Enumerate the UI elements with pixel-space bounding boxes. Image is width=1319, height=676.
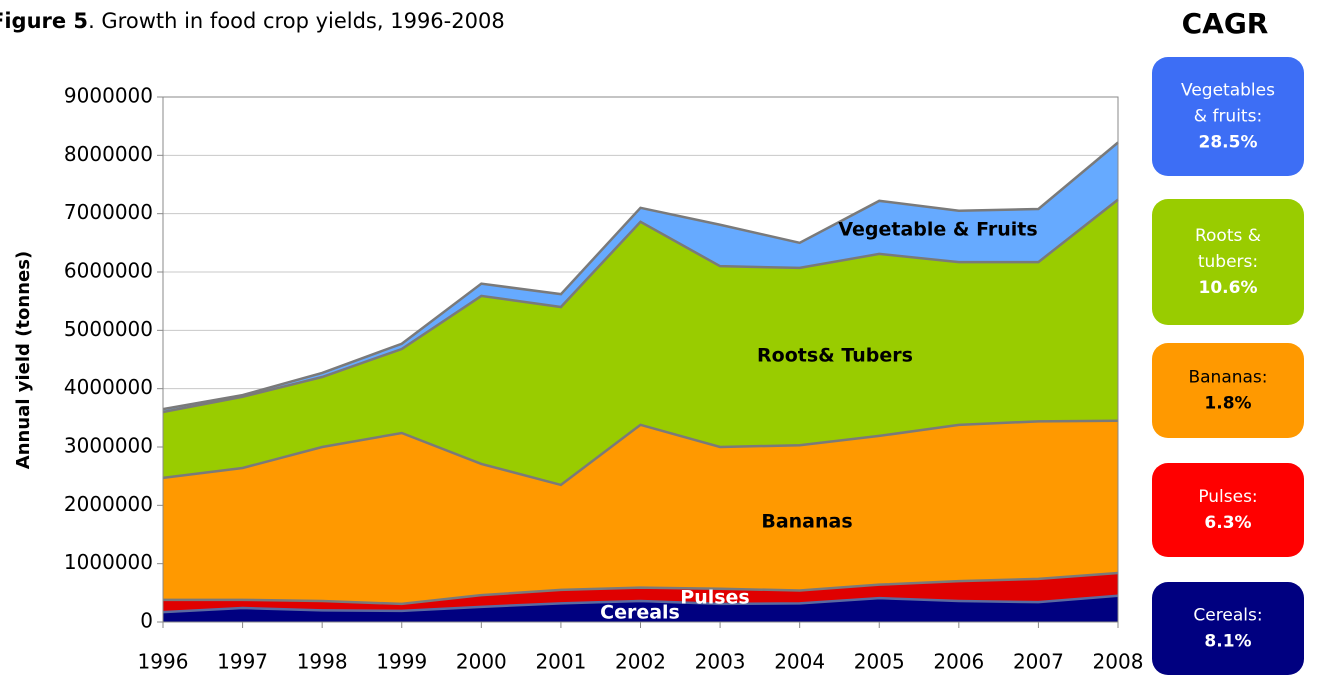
x-tick-label: 1999 bbox=[376, 650, 427, 674]
cagr-value: 10.6% bbox=[1199, 278, 1258, 298]
area bbox=[163, 420, 1118, 604]
series-label: Vegetable & Fruits bbox=[838, 219, 1037, 241]
area-edge bbox=[162, 198, 1119, 414]
series-label: Roots& Tubers bbox=[757, 345, 913, 367]
cagr-label: Roots & bbox=[1195, 226, 1261, 246]
area bbox=[163, 573, 1118, 613]
cagr-value: 6.3% bbox=[1204, 513, 1251, 533]
cagr-value: 28.5% bbox=[1199, 133, 1258, 153]
cagr-value: 8.1% bbox=[1204, 632, 1251, 652]
area bbox=[163, 199, 1118, 485]
area bbox=[163, 595, 1118, 622]
area-edge bbox=[162, 419, 1119, 487]
series-label: Pulses bbox=[680, 587, 749, 609]
cagr-title: CAGR bbox=[1182, 7, 1269, 40]
y-tick-label: 2000000 bbox=[64, 492, 153, 516]
cagr-label: Vegetables bbox=[1181, 81, 1275, 101]
y-tick-label: 1000000 bbox=[64, 550, 153, 574]
series-label: Cereals bbox=[600, 602, 680, 624]
x-tick-label: 2000 bbox=[456, 650, 507, 674]
y-tick-label: 9000000 bbox=[64, 84, 153, 108]
x-tick-label: 2006 bbox=[933, 650, 984, 674]
title-bold: Figure 5 bbox=[0, 9, 88, 33]
y-axis-label: Annual yield (tonnes) bbox=[13, 251, 34, 469]
cagr-box bbox=[1152, 582, 1304, 675]
area-edge bbox=[163, 571, 1119, 606]
x-tick-label: 1998 bbox=[297, 650, 348, 674]
cagr-label: Bananas: bbox=[1188, 368, 1267, 388]
cagr-label: & fruits: bbox=[1194, 107, 1262, 127]
cagr-label: Pulses: bbox=[1198, 487, 1257, 507]
chart-title: Figure 5. Growth in food crop yields, 19… bbox=[0, 9, 505, 33]
cagr-value: 1.8% bbox=[1204, 394, 1251, 414]
cagr-box bbox=[1152, 343, 1304, 438]
y-tick-label: 3000000 bbox=[64, 434, 153, 458]
area-edge bbox=[162, 141, 1119, 411]
y-tick-label: 4000000 bbox=[64, 375, 153, 399]
series-label: Bananas bbox=[761, 511, 852, 533]
cagr-label: tubers: bbox=[1198, 252, 1258, 272]
cagr-box bbox=[1152, 463, 1304, 557]
y-tick-label: 8000000 bbox=[64, 142, 153, 166]
y-tick-label: 0 bbox=[140, 609, 153, 633]
cagr-label: Cereals: bbox=[1193, 606, 1262, 626]
y-tick-label: 6000000 bbox=[64, 259, 153, 283]
x-tick-label: 2001 bbox=[535, 650, 586, 674]
x-tick-label: 2007 bbox=[1013, 650, 1064, 674]
x-tick-label: 1997 bbox=[217, 650, 268, 674]
y-tick-label: 5000000 bbox=[64, 317, 153, 341]
x-tick-label: 1996 bbox=[138, 650, 189, 674]
cagr-box bbox=[1152, 57, 1304, 176]
x-tick-label: 2002 bbox=[615, 650, 666, 674]
area-edge bbox=[162, 594, 1119, 614]
title-rest: . Growth in food crop yields, 1996-2008 bbox=[88, 9, 505, 33]
x-tick-label: 2008 bbox=[1093, 650, 1144, 674]
y-tick-label: 7000000 bbox=[64, 200, 153, 224]
x-tick-label: 2003 bbox=[695, 650, 746, 674]
cagr-box bbox=[1152, 199, 1304, 325]
x-tick-label: 2005 bbox=[854, 650, 905, 674]
x-tick-label: 2004 bbox=[774, 650, 825, 674]
